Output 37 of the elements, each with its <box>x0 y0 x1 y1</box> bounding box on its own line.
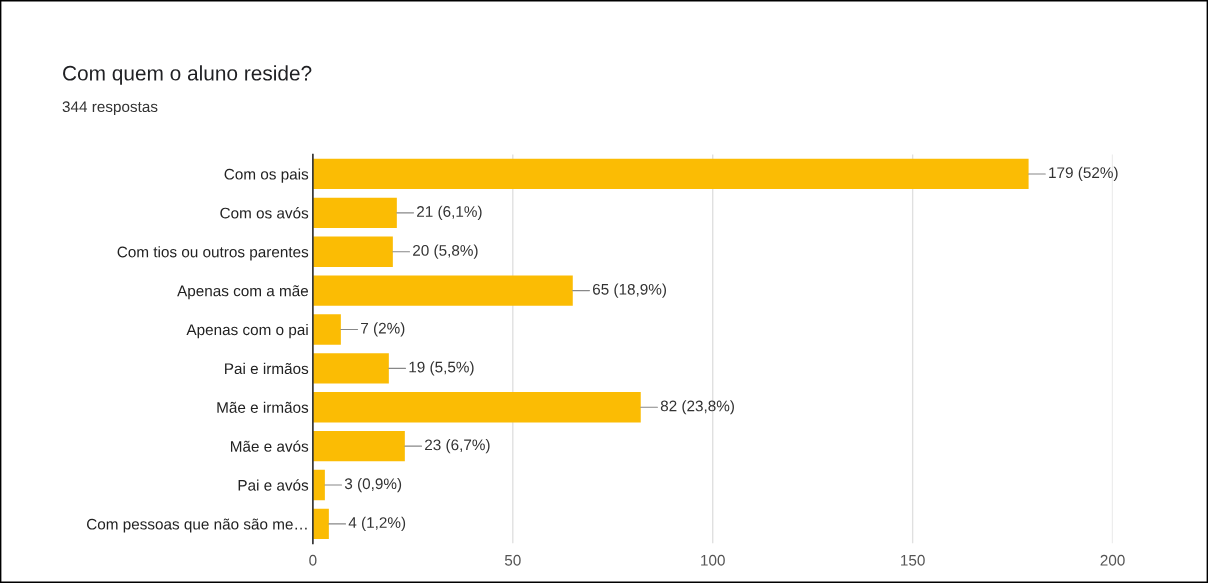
bar <box>312 314 341 345</box>
bar <box>312 158 1029 190</box>
data-label: 7 (2%) <box>361 322 405 337</box>
chart-title: Com quem o aluno reside? <box>63 65 312 85</box>
y-tick-label: Apenas com o pai <box>186 323 308 339</box>
y-tick-label: Apenas com a mãe <box>177 285 309 300</box>
data-label: 20 (5,8%) <box>413 244 478 259</box>
data-label: 65 (18,9%) <box>592 283 666 298</box>
y-tick-label: Pai e avós <box>238 479 309 491</box>
bar <box>312 197 397 228</box>
bar <box>312 469 325 501</box>
x-tick-label: 0 <box>309 554 317 566</box>
y-tick-label: Com os pais <box>224 168 309 183</box>
bar <box>312 275 573 306</box>
x-tick-label: 100 <box>701 554 725 566</box>
y-tick-label: Mãe e irmãos <box>217 401 309 413</box>
data-label: 82 (23,8%) <box>660 400 734 415</box>
y-tick-label: Com pessoas que não são me… <box>87 518 307 533</box>
x-tick-label: 150 <box>901 554 925 566</box>
y-tick-label: Com tios ou outros parentes <box>117 246 309 261</box>
data-label: 3 (0,9%) <box>344 477 402 493</box>
data-label: 23 (6,7%) <box>425 439 490 454</box>
data-label: 21 (6,1%) <box>417 205 482 220</box>
y-tick-label: Com os avós <box>220 207 309 219</box>
data-label: 19 (5,5%) <box>409 361 474 376</box>
text: 344 respostas <box>62 101 158 116</box>
bar <box>312 353 389 384</box>
bar <box>312 508 329 540</box>
bar <box>312 236 393 267</box>
data-label: 4 (1,2%) <box>348 516 406 532</box>
y-tick-label: Pai e irmãos <box>225 362 309 375</box>
x-tick-label: 200 <box>1100 554 1125 566</box>
bar <box>312 392 641 423</box>
x-tick-label: 50 <box>504 554 521 566</box>
y-tick-label: Mãe e avós <box>230 440 309 452</box>
bar <box>312 430 405 462</box>
data-label: 179 (52%) <box>1049 166 1118 182</box>
